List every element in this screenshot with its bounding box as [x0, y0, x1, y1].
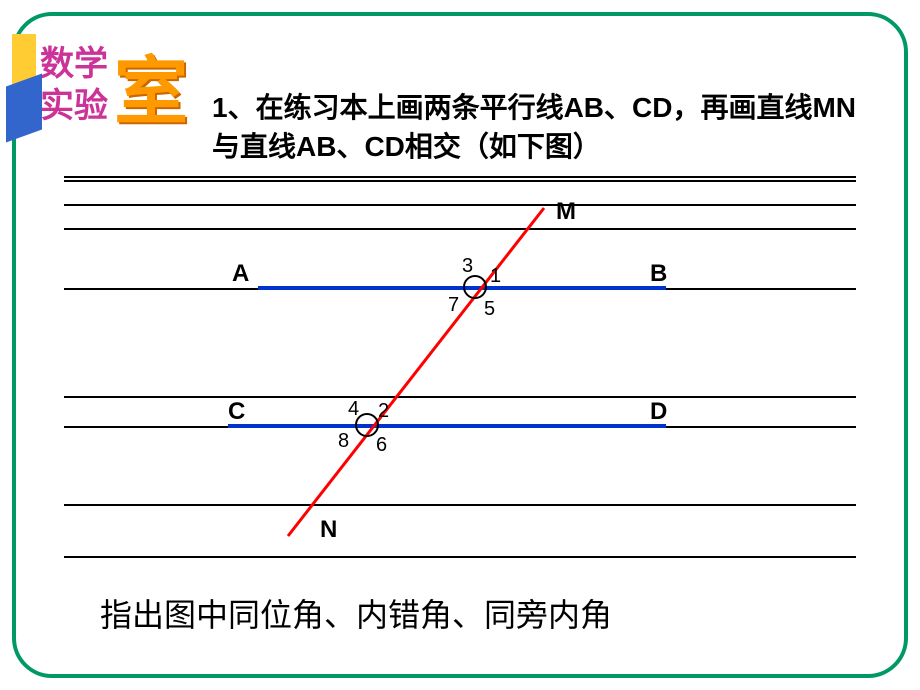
bottom-question: 指出图中同位角、内错角、同旁内角: [100, 590, 612, 636]
angle-3: 3: [462, 255, 473, 278]
angle-5: 5: [484, 298, 495, 321]
label-n: N: [320, 516, 337, 544]
label-b: B: [650, 260, 667, 288]
label-a: A: [232, 260, 249, 288]
angle-8: 8: [338, 430, 349, 453]
angle-1: 1: [490, 265, 501, 288]
diagram-svg: [0, 0, 920, 690]
angle-7: 7: [448, 294, 459, 317]
angle-2: 2: [378, 400, 389, 423]
angle-4: 4: [348, 398, 359, 421]
label-m: M: [556, 198, 576, 226]
label-c: C: [228, 398, 245, 426]
angle-6: 6: [376, 434, 387, 457]
label-d: D: [650, 398, 667, 426]
intersection-circle-top: [463, 275, 487, 299]
line-mn: [288, 208, 544, 536]
